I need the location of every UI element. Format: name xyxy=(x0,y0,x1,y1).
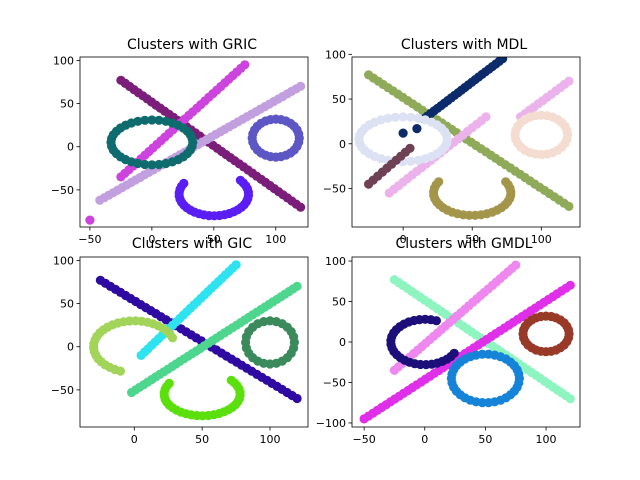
x-tick-label: 0 xyxy=(400,233,407,246)
y-tick-label: 100 xyxy=(325,255,346,268)
data-point-series-4 xyxy=(398,112,408,122)
x-tick-label: 100 xyxy=(265,233,286,246)
subplot-mdl: 0 50 100 −50 0 50 100 Clusters with MDL xyxy=(323,37,581,246)
data-point-series-4 xyxy=(133,158,143,169)
y-tick-label: 0 xyxy=(339,138,346,151)
x-tick-label: 50 xyxy=(195,433,209,446)
data-point-series-4 xyxy=(140,115,150,125)
y-tick-label: 50 xyxy=(60,98,74,111)
x-tick-label: 50 xyxy=(207,233,221,246)
data-point-series-3 xyxy=(449,348,459,358)
data-point-series-4 xyxy=(413,113,423,123)
subplot-title-gic: Clusters with GIC xyxy=(132,236,253,252)
x-tick-label: −50 xyxy=(78,233,101,246)
data-point-series-4 xyxy=(420,115,430,125)
data-point-series-1 xyxy=(231,260,241,270)
data-point-series-4 xyxy=(406,156,416,166)
data-point-series-4 xyxy=(140,159,150,170)
scatter-points xyxy=(359,260,575,424)
data-point-series-4 xyxy=(563,333,574,343)
data-point-series-5 xyxy=(514,378,524,388)
data-point-series-4 xyxy=(406,112,416,122)
data-point-series-0 xyxy=(296,202,306,212)
data-point-series-4 xyxy=(442,138,452,148)
data-point-series-2 xyxy=(292,281,302,291)
data-point-series-4 xyxy=(154,159,164,170)
data-point-series-4 xyxy=(413,155,423,165)
y-tick-label: 0 xyxy=(67,341,74,354)
data-point-series-8 xyxy=(412,124,422,134)
x-tick-label: −50 xyxy=(353,433,376,446)
data-point-series-3 xyxy=(85,215,95,225)
data-point-series-0 xyxy=(564,201,574,211)
y-tick-label: 100 xyxy=(53,254,74,267)
x-tick-label: 0 xyxy=(131,433,138,446)
data-point-series-4 xyxy=(147,115,157,125)
subplot-gric: −50 0 50 100 −50 0 50 100 Clusters with GRIC xyxy=(51,37,309,246)
data-point-series-2 xyxy=(481,112,491,122)
subplot-title-gmdl: Clusters with GMDL xyxy=(395,236,532,252)
data-point-series-1 xyxy=(498,57,508,64)
data-point-series-3 xyxy=(564,76,574,86)
y-tick-label: −50 xyxy=(51,184,74,197)
scatter-points xyxy=(89,260,302,421)
data-point-series-2 xyxy=(565,280,575,290)
axes-frame xyxy=(351,56,581,228)
data-point-series-4 xyxy=(390,112,400,122)
data-point-series-4 xyxy=(154,115,164,125)
y-tick-label: 0 xyxy=(339,336,346,349)
x-tick-label: 100 xyxy=(536,433,557,446)
data-point-series-0 xyxy=(565,394,575,404)
data-point-series-2 xyxy=(296,81,306,91)
x-tick-label: 50 xyxy=(465,233,479,246)
data-point-series-0 xyxy=(292,393,302,404)
y-tick-label: −50 xyxy=(51,384,74,397)
x-tick-label: 0 xyxy=(421,433,428,446)
subplot-title-gric: Clusters with GRIC xyxy=(127,37,257,53)
x-tick-label: 100 xyxy=(260,433,281,446)
data-point-series-1 xyxy=(511,260,521,270)
data-point-series-4 xyxy=(147,160,157,170)
data-point-series-6 xyxy=(562,134,572,144)
data-point-series-6 xyxy=(235,175,245,185)
x-tick-label: 0 xyxy=(148,233,155,246)
y-tick-label: −50 xyxy=(323,183,346,196)
data-point-series-4 xyxy=(376,154,386,164)
data-point-series-1 xyxy=(240,60,250,70)
axes-frame xyxy=(79,256,309,428)
data-point-series-4 xyxy=(383,113,393,123)
data-point-series-7 xyxy=(501,177,511,187)
x-tick-label: 50 xyxy=(478,433,492,446)
y-tick-label: 100 xyxy=(53,54,74,67)
data-point-series-4 xyxy=(187,141,197,151)
y-tick-label: 50 xyxy=(332,93,346,106)
y-tick-label: −50 xyxy=(323,376,346,389)
data-point-series-5 xyxy=(226,375,236,385)
scatter-points xyxy=(354,57,574,220)
y-tick-label: 50 xyxy=(60,298,74,311)
data-point-series-4 xyxy=(289,343,299,353)
data-point-series-8 xyxy=(398,128,408,138)
y-tick-label: 50 xyxy=(332,296,346,309)
x-tick-label: 100 xyxy=(531,233,552,246)
data-point-series-3 xyxy=(115,366,125,376)
axes-frame xyxy=(79,56,309,228)
y-tick-label: −100 xyxy=(316,417,346,430)
data-point-series-5 xyxy=(405,143,415,153)
y-tick-label: 100 xyxy=(325,48,346,61)
y-tick-label: 0 xyxy=(67,141,74,154)
data-point-series-4 xyxy=(161,116,171,126)
subplot-title-mdl: Clusters with MDL xyxy=(401,37,527,53)
scatter-points xyxy=(85,60,306,225)
data-point-series-5 xyxy=(294,137,304,147)
subplot-gic: 0 50 100 −50 0 50 100 Clusters with GIC xyxy=(51,236,309,446)
